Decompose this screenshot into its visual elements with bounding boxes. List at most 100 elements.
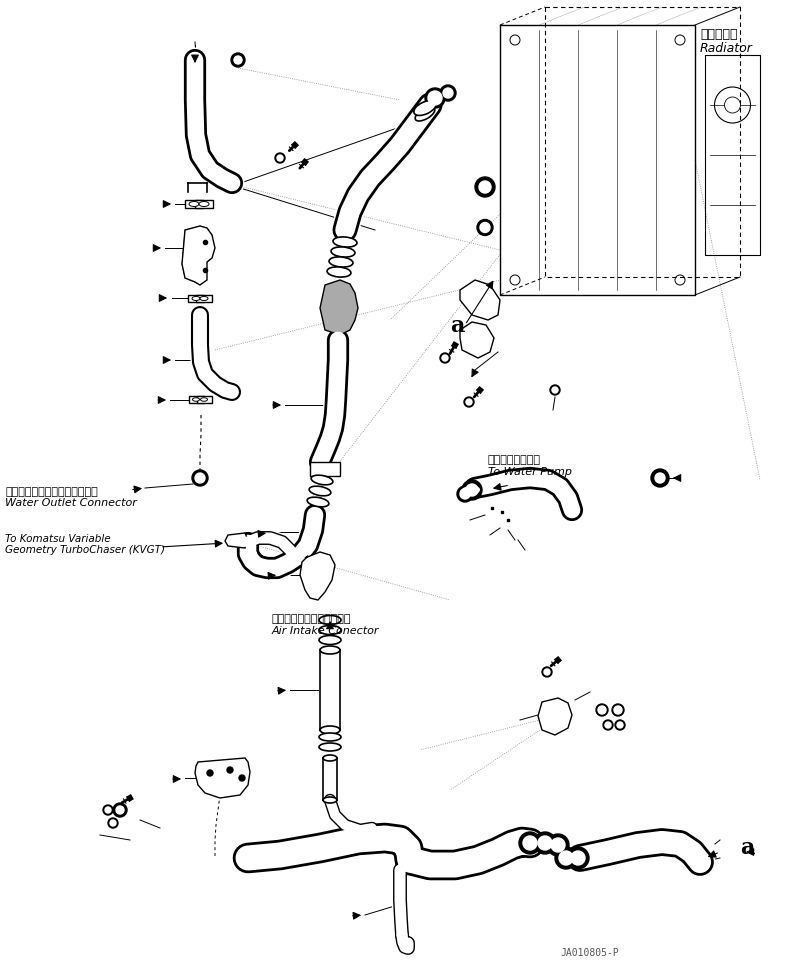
Ellipse shape xyxy=(309,486,331,496)
Bar xyxy=(189,396,204,403)
Circle shape xyxy=(725,97,741,113)
Text: ラジエータ: ラジエータ xyxy=(700,28,737,41)
Circle shape xyxy=(523,836,537,850)
Circle shape xyxy=(603,720,613,730)
Ellipse shape xyxy=(199,202,209,207)
Circle shape xyxy=(227,767,233,773)
Circle shape xyxy=(479,181,491,193)
Circle shape xyxy=(103,805,113,815)
Circle shape xyxy=(555,847,577,869)
Ellipse shape xyxy=(319,615,341,625)
Circle shape xyxy=(440,353,450,363)
Circle shape xyxy=(615,720,625,730)
Circle shape xyxy=(567,847,589,869)
Circle shape xyxy=(440,85,456,101)
Circle shape xyxy=(275,153,285,163)
Circle shape xyxy=(612,704,624,716)
Ellipse shape xyxy=(189,202,199,207)
Circle shape xyxy=(195,473,205,483)
Ellipse shape xyxy=(323,755,337,761)
Circle shape xyxy=(239,775,245,781)
Bar xyxy=(195,200,213,208)
Circle shape xyxy=(571,851,585,865)
Circle shape xyxy=(105,807,111,813)
Circle shape xyxy=(231,53,245,67)
Circle shape xyxy=(207,770,213,776)
Ellipse shape xyxy=(323,797,337,803)
Ellipse shape xyxy=(329,257,353,267)
Circle shape xyxy=(480,223,490,233)
Circle shape xyxy=(550,385,560,395)
Polygon shape xyxy=(300,552,335,600)
Bar xyxy=(196,295,212,302)
Bar xyxy=(310,462,340,476)
Circle shape xyxy=(192,470,208,486)
Text: To Water Pump: To Water Pump xyxy=(488,467,572,477)
Circle shape xyxy=(534,832,556,854)
Polygon shape xyxy=(225,533,248,548)
Text: ウォータアウトレットコネクタ: ウォータアウトレットコネクタ xyxy=(5,487,97,497)
Circle shape xyxy=(425,88,445,108)
Ellipse shape xyxy=(327,267,351,277)
Ellipse shape xyxy=(319,743,341,751)
Text: a: a xyxy=(740,837,754,859)
Circle shape xyxy=(466,399,472,405)
Circle shape xyxy=(464,397,474,407)
Ellipse shape xyxy=(320,726,340,734)
Circle shape xyxy=(519,832,541,854)
Circle shape xyxy=(614,706,622,714)
Polygon shape xyxy=(320,280,358,335)
Ellipse shape xyxy=(459,484,481,497)
Circle shape xyxy=(544,669,550,675)
Circle shape xyxy=(651,469,669,487)
Ellipse shape xyxy=(319,733,341,741)
Circle shape xyxy=(443,88,453,98)
Text: エアーインテークコネクタ: エアーインテークコネクタ xyxy=(272,614,352,624)
Text: Radiator: Radiator xyxy=(700,42,753,55)
Circle shape xyxy=(559,851,573,865)
Polygon shape xyxy=(182,226,215,285)
Circle shape xyxy=(108,818,118,828)
Circle shape xyxy=(598,706,606,714)
Circle shape xyxy=(617,722,623,728)
Bar xyxy=(197,396,212,403)
Circle shape xyxy=(462,480,482,500)
Text: Air Intake Conector: Air Intake Conector xyxy=(272,626,379,636)
Text: Water Outlet Connector: Water Outlet Connector xyxy=(5,498,137,508)
Ellipse shape xyxy=(319,626,341,634)
Circle shape xyxy=(110,820,116,826)
Ellipse shape xyxy=(415,107,435,121)
Circle shape xyxy=(551,838,565,852)
Ellipse shape xyxy=(311,475,333,485)
Ellipse shape xyxy=(200,297,208,301)
Ellipse shape xyxy=(307,497,329,506)
Text: a: a xyxy=(450,315,464,337)
Text: ウォータポンプへ: ウォータポンプへ xyxy=(488,455,541,465)
Text: To Komatsu Variable: To Komatsu Variable xyxy=(5,534,111,544)
Bar xyxy=(185,200,203,208)
Polygon shape xyxy=(195,758,250,798)
Circle shape xyxy=(277,155,283,161)
Circle shape xyxy=(605,722,611,728)
Polygon shape xyxy=(460,280,500,320)
Ellipse shape xyxy=(320,646,340,654)
Circle shape xyxy=(428,91,442,105)
Circle shape xyxy=(596,704,608,716)
Text: JA010805-P: JA010805-P xyxy=(560,948,619,958)
Polygon shape xyxy=(538,698,572,735)
Circle shape xyxy=(552,387,558,393)
Polygon shape xyxy=(460,322,494,358)
Circle shape xyxy=(477,219,493,235)
Circle shape xyxy=(460,489,470,499)
Ellipse shape xyxy=(414,101,436,115)
Circle shape xyxy=(234,56,242,64)
Polygon shape xyxy=(182,226,212,285)
Bar xyxy=(188,295,204,302)
Circle shape xyxy=(538,836,552,850)
Circle shape xyxy=(655,473,665,483)
Ellipse shape xyxy=(319,635,341,645)
Ellipse shape xyxy=(333,237,357,247)
Ellipse shape xyxy=(192,297,200,301)
Circle shape xyxy=(542,667,552,677)
Ellipse shape xyxy=(192,398,200,402)
